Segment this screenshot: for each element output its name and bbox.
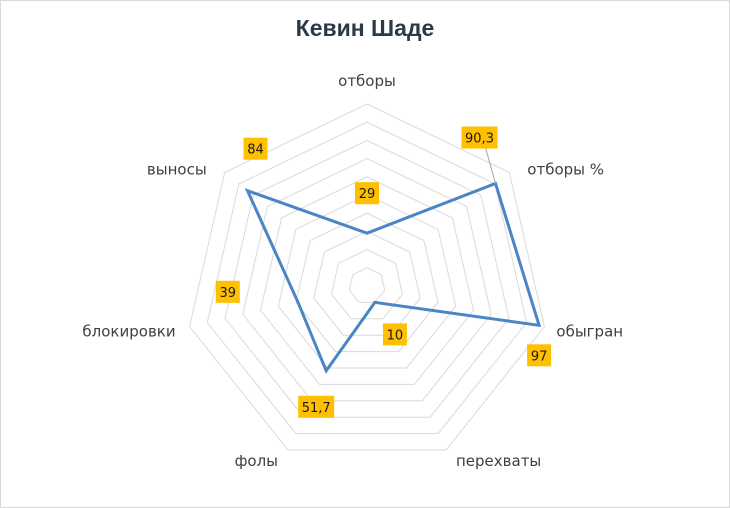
data-label: 51,7 <box>302 401 331 416</box>
data-label: 84 <box>247 143 264 158</box>
grid-ring <box>348 267 386 303</box>
data-label-box <box>527 344 552 367</box>
axis-label: фолы <box>235 452 278 470</box>
grid-ring <box>277 194 457 369</box>
grid-ring <box>259 176 475 385</box>
axis-label: выносы <box>147 161 207 179</box>
axis-label: обыгран <box>556 323 623 341</box>
data-label-box <box>461 126 498 149</box>
axis-label: блокировки <box>82 323 175 341</box>
axis-label: перехваты <box>456 452 541 470</box>
axis-label: отборы % <box>527 161 604 179</box>
data-label: 10 <box>387 328 404 343</box>
axis-label: отборы <box>338 72 396 90</box>
series-line <box>244 181 542 374</box>
data-label-box <box>382 323 407 346</box>
grid-ring <box>295 212 439 353</box>
grid-ring <box>189 103 545 451</box>
grid-ring <box>206 121 528 435</box>
data-label-box <box>215 280 240 303</box>
data-label-box <box>298 395 335 418</box>
data-label-box <box>243 137 268 160</box>
data-label: 97 <box>531 349 548 364</box>
chart-title: Кевин Шаде <box>295 15 435 41</box>
data-label: 29 <box>359 187 376 202</box>
leader-line <box>485 147 496 184</box>
data-label-box <box>355 182 379 205</box>
data-label: 39 <box>220 286 237 301</box>
grid-ring <box>224 139 510 418</box>
data-label: 90,3 <box>465 132 494 147</box>
grid-ring <box>330 249 404 320</box>
grid-ring <box>313 230 421 336</box>
